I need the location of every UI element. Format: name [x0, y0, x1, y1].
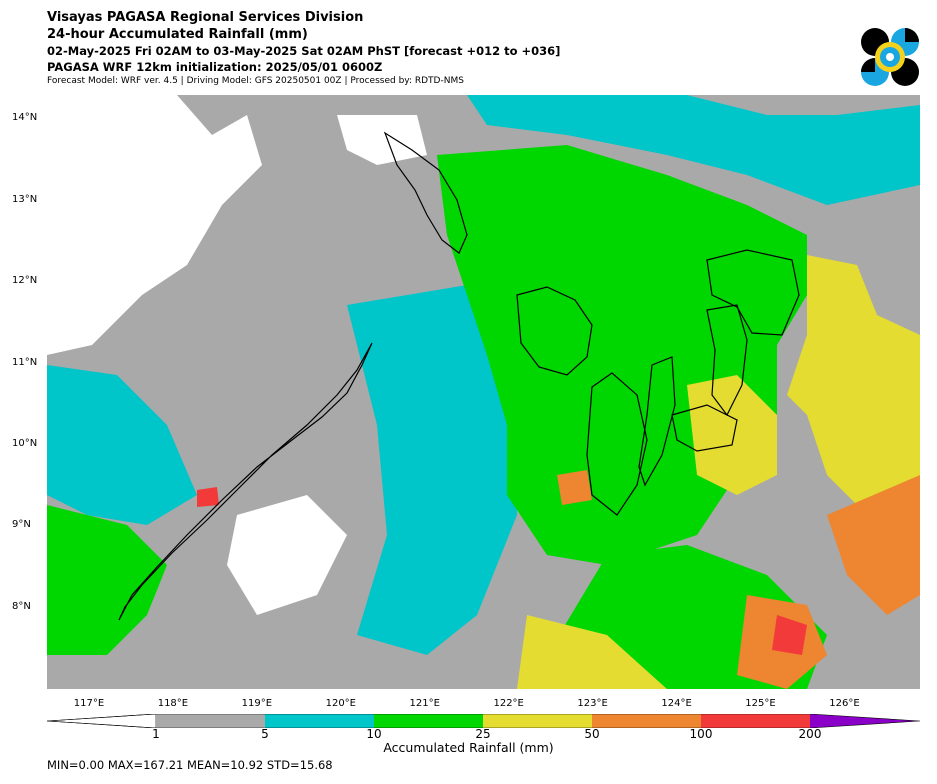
colorbar-title: Accumulated Rainfall (mm) [383, 740, 554, 755]
samar-coastline [706, 249, 800, 336]
lon-label: 122°E [493, 698, 524, 709]
lat-label: 12°N [12, 275, 38, 287]
negros-coastline [586, 372, 648, 516]
rain-field [47, 95, 920, 689]
colorbar-segment [592, 714, 701, 728]
lat-label: 13°N [12, 193, 38, 205]
cyan-area-west [47, 365, 197, 525]
cyan-area-north [467, 95, 920, 205]
colorbar-tick-label: 1 [152, 727, 160, 741]
lon-label: 125°E [745, 698, 776, 709]
orange-area-east [827, 475, 920, 615]
lon-label: 117°E [73, 698, 105, 709]
colorbar-segment [701, 714, 810, 728]
colorbar-tick-label: 25 [475, 727, 491, 741]
no-rain-area-north [337, 115, 427, 165]
cyan-area-central [347, 285, 517, 655]
pagasa-logo [861, 28, 919, 86]
colorbar-tick-label: 200 [798, 727, 822, 741]
lon-label: 123°E [577, 698, 608, 709]
orange-area-negros [557, 470, 592, 505]
cebu-coastline [638, 356, 676, 487]
colorbar-tick-label: 50 [584, 727, 600, 741]
red-area-mindanao [772, 615, 807, 655]
lon-label: 118°E [157, 698, 189, 709]
lat-label: 14°N [12, 112, 38, 124]
lon-label: 126°E [829, 698, 860, 709]
green-area-southwest [47, 505, 167, 655]
title-model-info: Forecast Model: WRF ver. 4.5 | Driving M… [47, 76, 464, 86]
lon-label: 120°E [325, 698, 356, 709]
lon-label: 119°E [241, 698, 273, 709]
yellow-area-east [787, 255, 920, 515]
title-valid-period: 02-May-2025 Fri 02AM to 03-May-2025 Sat … [47, 44, 561, 58]
title-product: 24-hour Accumulated Rainfall (mm) [47, 27, 308, 42]
no-rain-area-south [227, 495, 347, 615]
colorbar-segment [156, 714, 265, 728]
no-rain-area-northwest [47, 95, 262, 355]
panay-coastline [516, 286, 593, 376]
lat-label: 11°N [12, 356, 38, 368]
red-area-palawan [197, 487, 219, 507]
colorbar-tick-label: 10 [366, 727, 382, 741]
title-initialization: PAGASA WRF 12km initialization: 2025/05/… [47, 60, 383, 74]
colorbar-segment [374, 714, 483, 728]
title-region: Visayas PAGASA Regional Services Divisio… [47, 10, 364, 25]
rainfall-map [47, 95, 920, 689]
bohol-coastline [671, 404, 738, 452]
palawan-coastline [118, 342, 373, 621]
colorbar-segment [265, 714, 374, 728]
colorbar-tick-label: 100 [689, 727, 713, 741]
colorbar-segment [483, 714, 592, 728]
colorbar-segment-lowest [47, 714, 157, 728]
mindoro-coastline [383, 131, 468, 254]
statistics-line: MIN=0.00 MAX=167.21 MEAN=10.92 STD=15.68 [47, 758, 333, 772]
lat-label: 9°N [12, 519, 31, 531]
yellow-area-leyte [687, 375, 777, 495]
lon-label: 121°E [409, 698, 440, 709]
colorbar-tick-label: 5 [261, 727, 269, 741]
lat-label: 8°N [12, 600, 31, 612]
lat-label: 10°N [12, 437, 38, 449]
yellow-area-mindanao [517, 615, 667, 689]
lon-label: 124°E [661, 698, 692, 709]
colorbar [47, 714, 920, 728]
coastlines [118, 131, 800, 621]
colorbar-segment-highest [810, 714, 920, 728]
